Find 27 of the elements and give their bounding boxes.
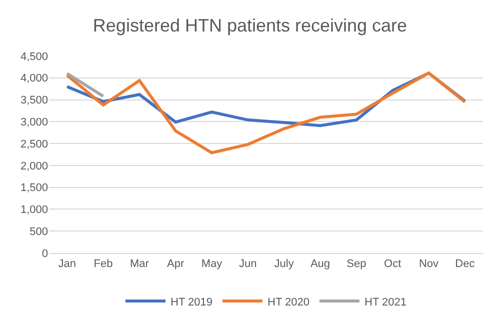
y-tick-label: 4,500: [20, 50, 48, 63]
x-tick-label: Sep: [346, 258, 366, 270]
y-tick-label: 0: [42, 248, 48, 260]
y-tick-label: 2,500: [20, 138, 48, 150]
x-tick-label: Nov: [418, 258, 440, 270]
y-tick-label: 500: [30, 226, 48, 238]
line-series: [66, 72, 466, 154]
x-tick-label: Apr: [167, 258, 184, 270]
legend-label: HT 2021: [364, 296, 406, 308]
x-tick-label: July: [274, 258, 294, 270]
x-tick-label: Jun: [239, 258, 257, 270]
x-tick-label: May: [201, 258, 223, 270]
y-tick-label: 4,000: [20, 72, 48, 85]
y-tick-label: 3,000: [20, 116, 48, 129]
y-tick-label: 2,000: [20, 160, 48, 172]
y-tick-label: 3,500: [20, 94, 48, 107]
legend-label: HT 2019: [170, 296, 212, 308]
x-tick-label: Dec: [455, 258, 476, 270]
chart-title: Registered HTN patients receiving care: [92, 15, 408, 36]
legend-label: HT 2020: [268, 296, 310, 308]
x-tick-label: Aug: [310, 258, 330, 270]
y-tick-label: 1,000: [20, 204, 48, 216]
x-tick-label: Jan: [58, 258, 76, 270]
x-tick-label: Oct: [384, 258, 402, 270]
x-tick-label: Mar: [130, 258, 150, 270]
x-tick-label: Feb: [94, 258, 113, 270]
y-tick-label: 1,500: [20, 182, 48, 194]
